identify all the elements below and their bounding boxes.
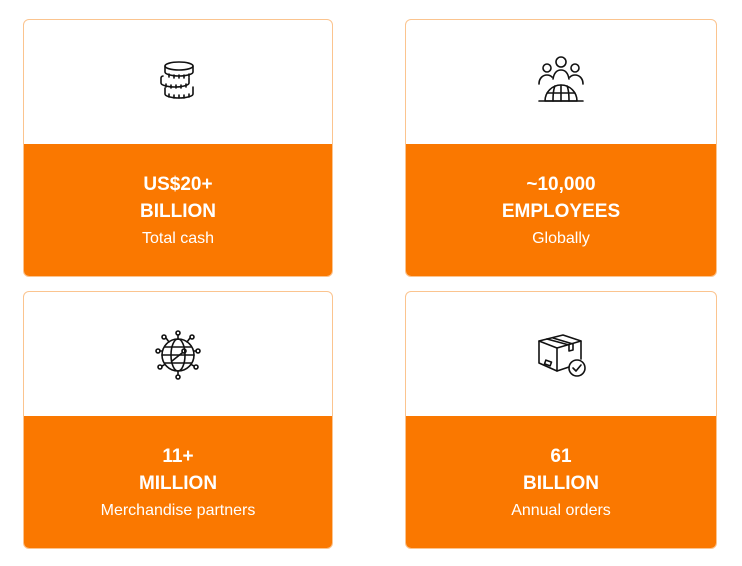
stat-value: 61	[550, 446, 572, 467]
stat-unit: BILLION	[523, 473, 599, 494]
stat-card-annual-orders: 61 BILLION Annual orders	[405, 291, 717, 549]
stat-value: 11+	[162, 446, 194, 467]
stat-label: Total cash	[141, 230, 215, 247]
stat-unit: MILLION	[138, 473, 218, 494]
coins-icon	[150, 53, 206, 114]
network-globe-icon	[150, 325, 206, 386]
stat-unit: EMPLOYEES	[501, 201, 621, 222]
stat-label: Globally	[532, 230, 590, 247]
stat-value: ~10,000	[526, 174, 596, 195]
stat-card-employees: ~10,000 EMPLOYEES Globally	[405, 19, 717, 277]
stat-label: Merchandise partners	[100, 502, 256, 519]
people-globe-icon	[533, 53, 589, 114]
stat-value: US$20+	[143, 174, 213, 195]
stat-card-merchandise-partners: 11+ MILLION Merchandise partners	[23, 291, 333, 549]
stat-label: Annual orders	[511, 502, 611, 519]
stat-card-total-cash: US$20+ BILLION Total cash	[23, 19, 333, 277]
stat-unit: BILLION	[140, 201, 216, 222]
package-check-icon	[533, 325, 589, 386]
